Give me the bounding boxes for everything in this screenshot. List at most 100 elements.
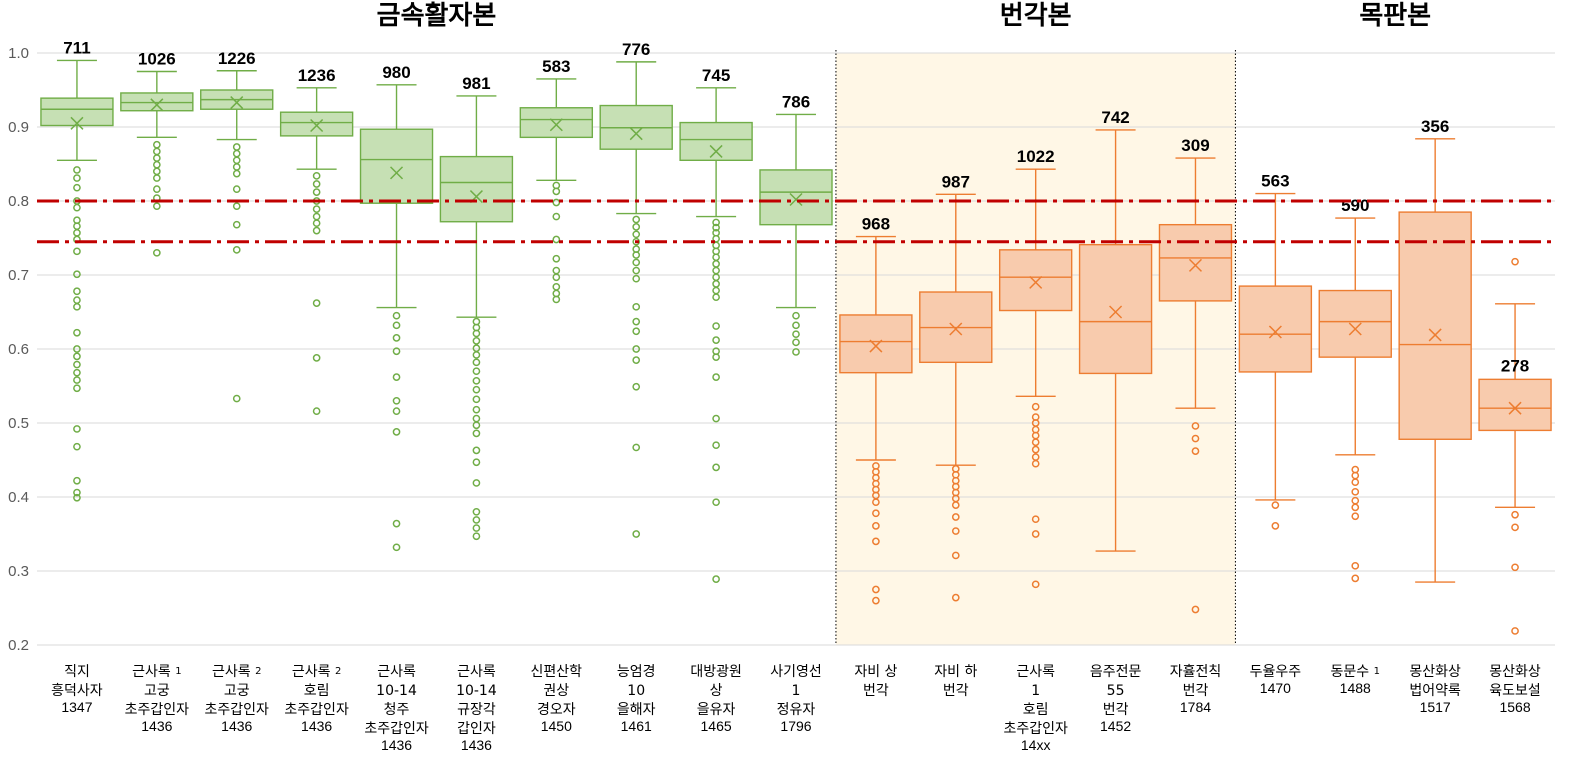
mean-marker bbox=[1268, 325, 1282, 339]
outlier-point bbox=[712, 441, 720, 450]
outlier-point bbox=[312, 219, 321, 228]
outlier-point bbox=[392, 543, 401, 552]
outlier-point bbox=[1511, 523, 1519, 532]
box bbox=[759, 169, 833, 226]
outlier-point bbox=[73, 488, 81, 497]
outlier-point bbox=[712, 260, 720, 268]
box bbox=[279, 111, 354, 137]
mean-marker bbox=[1508, 401, 1522, 415]
y-tick-label: 0.3 bbox=[8, 563, 29, 580]
outlier-point bbox=[73, 228, 81, 237]
outlier-point bbox=[472, 358, 481, 367]
category-label-line: 직지 bbox=[64, 664, 90, 680]
count-label: 711 bbox=[63, 38, 90, 57]
outlier-point bbox=[472, 516, 481, 524]
outlier-point bbox=[152, 140, 161, 149]
outlier-point bbox=[472, 337, 481, 345]
outlier-point bbox=[632, 530, 641, 538]
count-label: 563 bbox=[1261, 172, 1289, 191]
outlier-point bbox=[1351, 512, 1360, 521]
category-label-line: 고궁 bbox=[224, 683, 250, 699]
outlier-point bbox=[152, 174, 161, 182]
outlier-point bbox=[632, 382, 641, 391]
category-label-line: 경오자 bbox=[537, 702, 576, 718]
outlier-point bbox=[472, 458, 481, 467]
category-label-line: 고궁 bbox=[144, 683, 170, 699]
outlier-point bbox=[712, 498, 720, 507]
category-label-line: 초주갑인자 bbox=[125, 702, 190, 718]
outlier-point bbox=[712, 266, 720, 275]
mean-marker bbox=[869, 339, 883, 353]
outlier-point bbox=[712, 414, 720, 423]
outlier-point bbox=[73, 183, 81, 192]
outlier-point bbox=[392, 347, 401, 356]
outlier-point bbox=[1511, 627, 1519, 635]
category-label-line: 근사록 2 bbox=[212, 664, 261, 680]
outlier-point bbox=[1191, 447, 1200, 455]
outlier-point bbox=[312, 205, 321, 213]
category-label-line: 을해자 bbox=[617, 702, 656, 718]
mean-marker bbox=[709, 144, 723, 158]
outlier-point bbox=[232, 394, 241, 403]
outlier-point bbox=[552, 212, 561, 221]
count-label: 1236 bbox=[298, 66, 336, 85]
mean-marker bbox=[1348, 322, 1362, 336]
category-year: 1517 bbox=[1420, 699, 1451, 715]
outlier-point bbox=[872, 537, 880, 546]
outlier-point bbox=[472, 429, 481, 438]
box bbox=[1398, 211, 1472, 440]
group-title: 금속활자본 bbox=[377, 1, 497, 31]
outlier-point bbox=[632, 302, 641, 311]
category-label-line: 법어약록 bbox=[1409, 683, 1461, 699]
outlier-point bbox=[1351, 503, 1360, 512]
outlier-point bbox=[1191, 434, 1200, 443]
outlier-point bbox=[712, 463, 720, 472]
outlier-point bbox=[1351, 561, 1360, 570]
outlier-point bbox=[232, 169, 241, 178]
category-year: 1450 bbox=[541, 718, 572, 734]
count-label: 1022 bbox=[1017, 147, 1055, 166]
outlier-point bbox=[1351, 478, 1360, 487]
count-label: 309 bbox=[1181, 136, 1209, 155]
mean-marker bbox=[230, 96, 244, 110]
outlier-point bbox=[712, 280, 720, 288]
outlier-point bbox=[712, 373, 720, 381]
y-tick-label: 0.2 bbox=[8, 637, 29, 654]
category-label-line: 초주갑인자 bbox=[284, 702, 349, 718]
outlier-point bbox=[552, 235, 561, 244]
outlier-point bbox=[1031, 402, 1040, 411]
outlier-point bbox=[1031, 438, 1040, 447]
category-label-line: 상 bbox=[710, 683, 723, 699]
outlier-point bbox=[632, 266, 641, 275]
category-label-line: 10-14 bbox=[376, 683, 417, 699]
outlier-point bbox=[73, 345, 81, 353]
outlier-point bbox=[73, 360, 81, 369]
category-year: 1568 bbox=[1499, 699, 1530, 715]
outlier-point bbox=[152, 248, 161, 257]
outlier-point bbox=[392, 373, 401, 381]
outlier-point bbox=[232, 185, 241, 194]
outlier-point bbox=[472, 524, 481, 532]
category-label-line: 대방광원 bbox=[690, 664, 742, 680]
outlier-point bbox=[632, 223, 641, 231]
count-label: 1026 bbox=[138, 50, 176, 69]
outlier-point bbox=[1031, 530, 1040, 538]
category-label-line: 두율우주 bbox=[1250, 664, 1302, 680]
count-label: 987 bbox=[942, 172, 970, 191]
box bbox=[439, 155, 514, 223]
outlier-point bbox=[232, 143, 241, 151]
category-label-line: 갑인자 bbox=[457, 721, 496, 737]
mean-marker bbox=[389, 166, 404, 180]
box bbox=[120, 92, 194, 112]
outlier-point bbox=[712, 223, 720, 232]
outlier-point bbox=[472, 405, 481, 414]
count-label: 981 bbox=[462, 74, 490, 93]
box bbox=[359, 128, 434, 204]
outlier-point bbox=[712, 293, 720, 302]
outlier-point bbox=[632, 317, 641, 326]
outlier-point bbox=[152, 147, 161, 156]
category-label-line: 동문수 1 bbox=[1331, 664, 1380, 680]
outlier-point bbox=[472, 507, 481, 516]
category-label-line: 몽산화상 bbox=[1489, 664, 1541, 680]
outlier-point bbox=[472, 532, 481, 541]
